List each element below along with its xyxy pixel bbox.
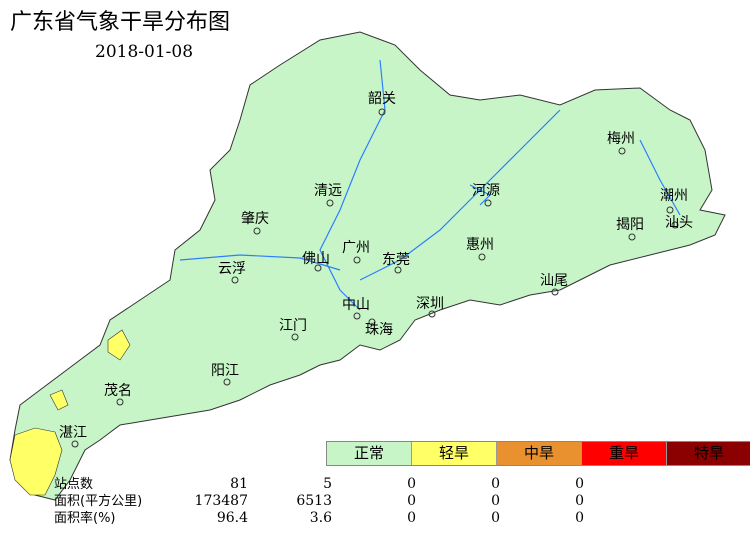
city-label: 深圳 (416, 296, 444, 312)
city-label: 梅州 (607, 131, 635, 147)
map-date: 2018-01-08 (95, 42, 194, 62)
cell: 0 (575, 493, 584, 509)
cell: 0 (407, 476, 416, 492)
cell: 0 (575, 476, 584, 492)
stats-row-stations: 站点数 81 5 0 0 0 (54, 476, 584, 493)
city-label: 珠海 (365, 322, 393, 338)
cell: 0 (575, 510, 584, 526)
city-label: 惠州 (466, 237, 494, 253)
city-label: 广州 (342, 240, 370, 256)
map-title: 广东省气象干旱分布图 (10, 10, 231, 35)
drought-area-lianjiang (49, 389, 69, 411)
city-label: 清远 (314, 183, 342, 199)
cell: 96.4 (216, 510, 248, 526)
cell: 0 (491, 476, 500, 492)
legend-normal: 正常 (327, 442, 412, 465)
cell: 3.6 (309, 510, 332, 526)
city-label: 湛江 (59, 425, 87, 441)
province-normal-area (9, 31, 726, 501)
city-label: 茂名 (104, 383, 132, 399)
legend-light-drought: 轻旱 (412, 442, 497, 465)
city-label: 潮州 (660, 188, 688, 204)
cell: 0 (407, 510, 416, 526)
cell: 173487 (194, 493, 248, 509)
city-label: 汕头 (665, 215, 693, 231)
row-label: 站点数 (54, 477, 94, 492)
stats-row-area-rate: 面积率(%) 96.4 3.6 0 0 0 (54, 510, 584, 527)
city-label: 河源 (472, 183, 500, 199)
cell: 0 (491, 510, 500, 526)
stats-table: 站点数 81 5 0 0 0 面积(平方公里) 173487 6513 0 0 … (54, 476, 584, 527)
city-label: 肇庆 (241, 211, 269, 227)
city-label: 韶关 (368, 91, 396, 107)
cell: 0 (407, 493, 416, 509)
city-label: 东莞 (382, 252, 410, 268)
city-label: 中山 (342, 297, 370, 313)
stats-row-area: 面积(平方公里) 173487 6513 0 0 0 (54, 493, 584, 510)
city-label: 佛山 (302, 251, 330, 267)
city-label: 阳江 (211, 363, 239, 379)
cell: 0 (491, 493, 500, 509)
cell: 81 (230, 476, 248, 492)
legend-moderate-drought: 中旱 (497, 442, 582, 465)
cell: 5 (323, 476, 332, 492)
legend-severe-drought: 重旱 (582, 442, 667, 465)
row-label: 面积率(%) (54, 511, 116, 526)
legend-extreme-drought: 特旱 (667, 442, 750, 465)
city-markers (71, 108, 679, 448)
drought-area-zhanjiang (9, 427, 63, 496)
city-label: 揭阳 (616, 217, 644, 233)
city-label: 江门 (279, 318, 307, 334)
drought-legend: 正常 轻旱 中旱 重旱 特旱 (326, 441, 750, 466)
rivers (179, 59, 681, 311)
drought-area-maoming (107, 329, 131, 361)
row-label: 面积(平方公里) (54, 494, 143, 509)
cell: 6513 (296, 493, 332, 509)
city-label: 汕尾 (540, 273, 568, 289)
city-label: 云浮 (218, 261, 246, 277)
